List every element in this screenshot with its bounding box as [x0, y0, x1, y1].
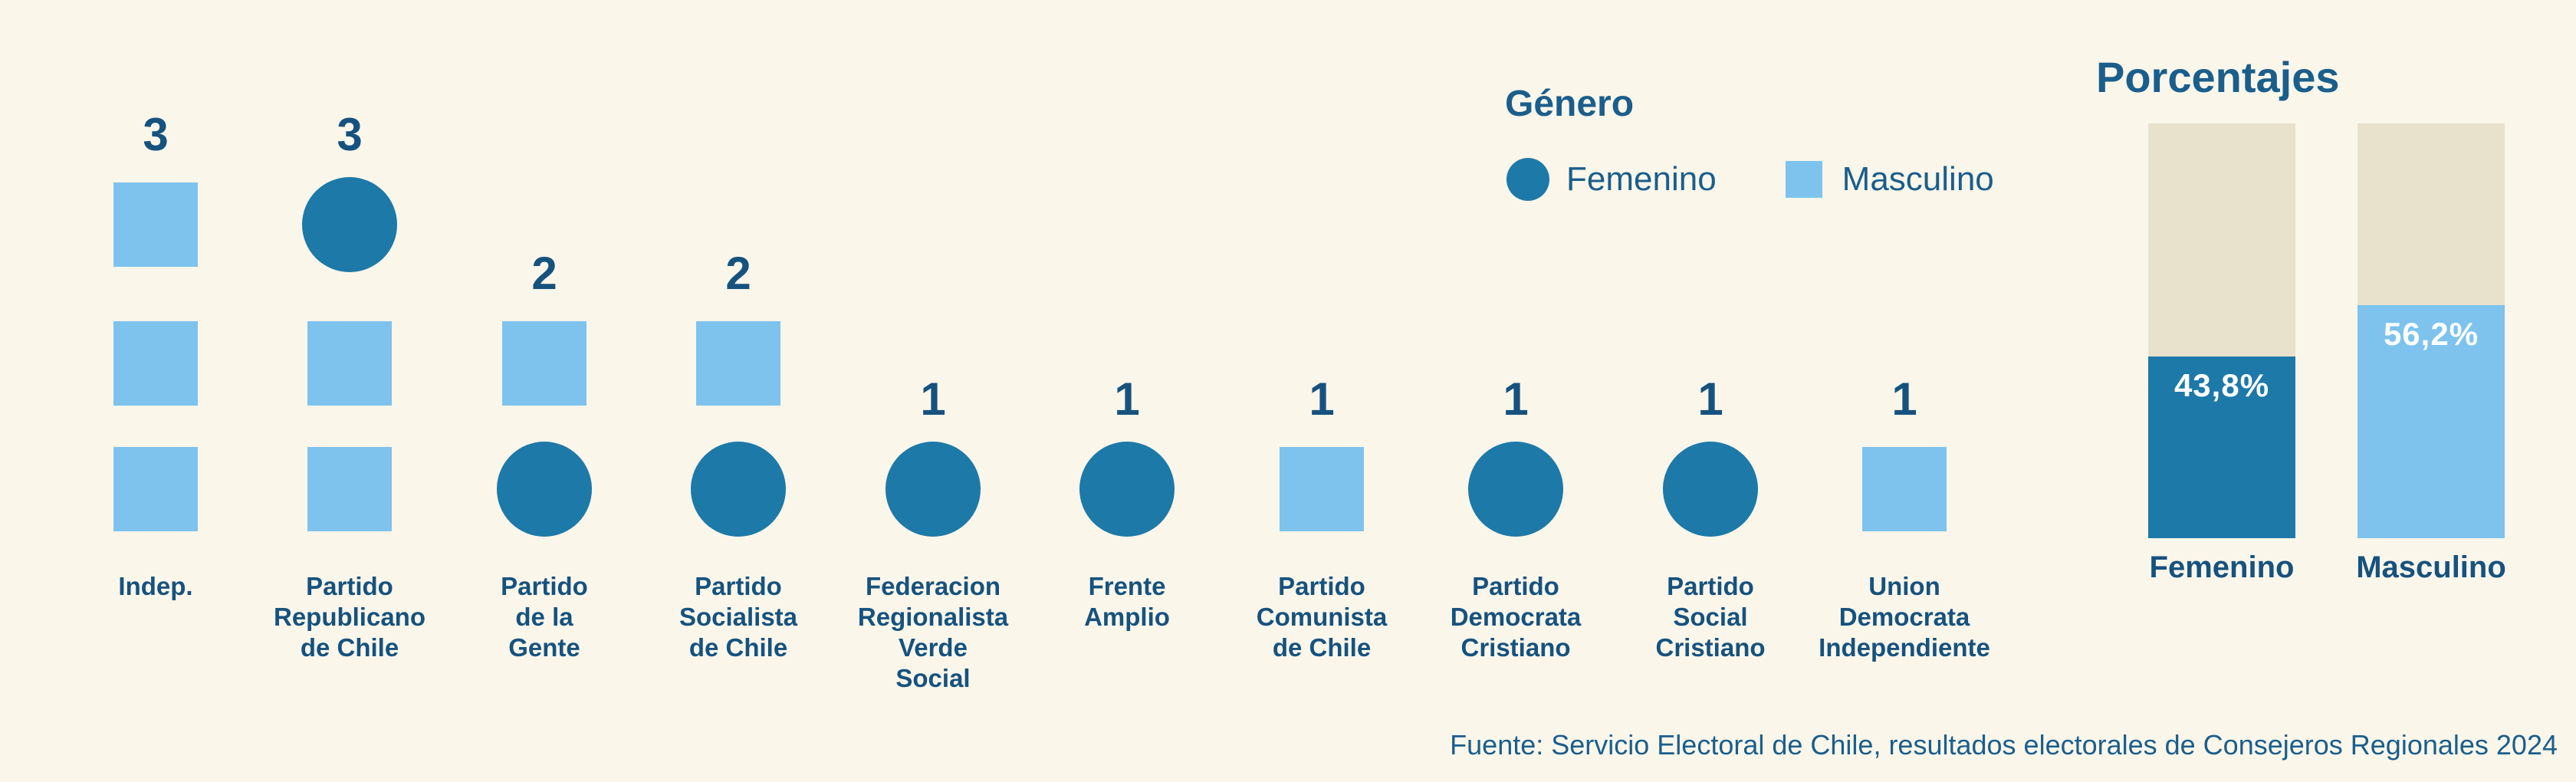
party-label: Partido Comunista de Chile	[1256, 572, 1388, 662]
femenino-circle	[691, 442, 786, 537]
legend-title: Género	[1505, 84, 1635, 124]
party-label: Partido de la Gente	[501, 572, 588, 662]
masculino-square	[113, 321, 198, 406]
masculino-square	[1862, 447, 1947, 531]
femenino-circle	[1663, 442, 1758, 537]
percent-chart-title: Porcentajes	[2096, 53, 2340, 101]
count-label: 3	[143, 109, 169, 160]
party-label: Federacion Regionalista Verde Social	[857, 572, 1009, 692]
count-label: 1	[920, 373, 946, 425]
legend-item-masculino-label: Masculino	[1842, 160, 1994, 198]
femenino-circle	[302, 177, 397, 272]
masculino-square	[502, 321, 586, 406]
party-label: Partido Socialista de Chile	[678, 572, 798, 662]
count-label: 2	[531, 248, 557, 299]
percent-segment-masculino: 56,2%	[2358, 304, 2505, 538]
party-label: Indep.	[118, 572, 193, 600]
masculino-square	[113, 447, 198, 531]
source-text: Fuente: Servicio Electoral de Chile, res…	[1450, 729, 2558, 761]
masculino-square	[113, 182, 198, 267]
count-label: 1	[1697, 373, 1723, 425]
percent-segment-femenino: 43,8%	[2148, 356, 2295, 538]
legend-items: Femenino Masculino	[1506, 158, 1994, 201]
party-label: Partido Social Cristiano	[1655, 572, 1766, 662]
femenino-circle	[1079, 442, 1175, 537]
legend-item-femenino-label: Femenino	[1566, 160, 1717, 198]
masculino-square	[307, 321, 392, 406]
femenino-circle	[497, 442, 592, 537]
count-label: 3	[337, 109, 363, 160]
masculino-square	[307, 447, 392, 531]
party-label: Partido Republicano de Chile	[273, 572, 426, 662]
count-label: 1	[1114, 373, 1140, 425]
percent-axis-label: Femenino	[2149, 550, 2295, 584]
percent-value-label: 43,8%	[2174, 367, 2270, 404]
count-label: 2	[725, 248, 751, 299]
femenino-circle-icon	[1506, 158, 1549, 201]
masculino-square	[1280, 447, 1364, 531]
percent-value-label: 56,2%	[2383, 315, 2479, 352]
percent-bar-femenino: 43,8%	[2148, 123, 2295, 538]
masculino-square-icon	[1785, 161, 1822, 198]
percent-bar-masculino: 56,2%	[2358, 123, 2505, 538]
party-label: Union Democrata Independiente	[1819, 572, 1990, 662]
count-label: 1	[1503, 373, 1529, 425]
party-label: Frente Amplio	[1084, 572, 1170, 631]
percent-axis-label: Masculino	[2356, 550, 2506, 584]
masculino-square	[696, 321, 780, 406]
femenino-circle	[1468, 442, 1563, 537]
count-label: 1	[1891, 373, 1917, 425]
party-label: Partido Democrata Cristiano	[1450, 572, 1582, 662]
femenino-circle	[886, 442, 981, 537]
count-label: 1	[1309, 373, 1335, 425]
